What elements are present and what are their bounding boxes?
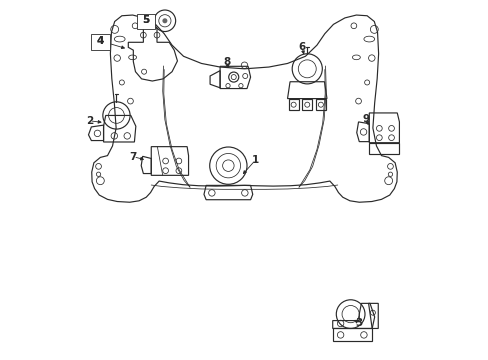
Text: 4: 4 xyxy=(97,36,104,46)
Text: 7: 7 xyxy=(129,152,137,162)
Text: 4: 4 xyxy=(97,36,104,46)
FancyBboxPatch shape xyxy=(91,34,109,50)
FancyBboxPatch shape xyxy=(136,14,155,30)
Text: 2: 2 xyxy=(86,116,93,126)
Ellipse shape xyxy=(162,18,167,23)
Text: 1: 1 xyxy=(251,155,258,165)
Text: 8: 8 xyxy=(223,57,230,67)
Text: 6: 6 xyxy=(298,42,305,51)
Text: 3: 3 xyxy=(355,319,362,328)
Text: 5: 5 xyxy=(142,15,149,26)
Text: 9: 9 xyxy=(362,114,369,124)
Text: 5: 5 xyxy=(142,15,149,26)
